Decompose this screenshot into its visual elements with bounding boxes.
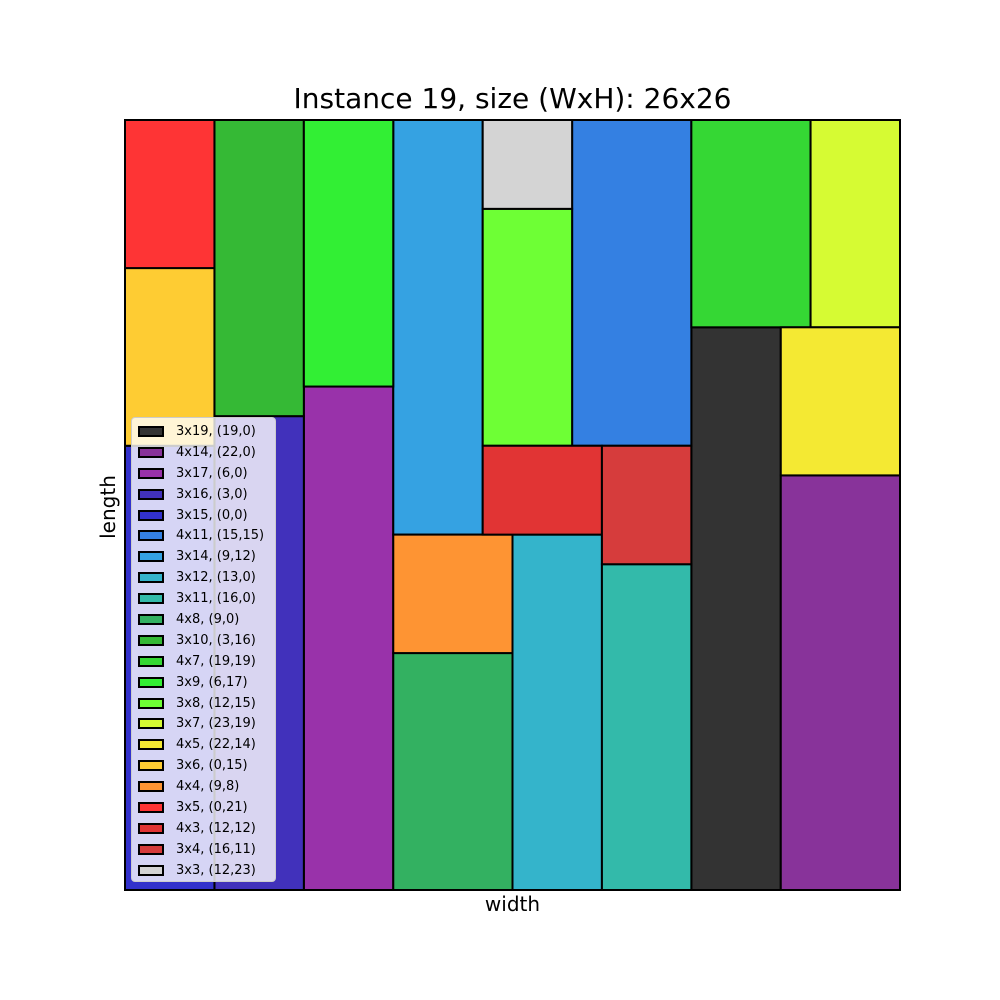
legend-item: 3x11, (16,0) xyxy=(132,588,275,609)
packed-rect-0 xyxy=(690,326,782,891)
legend-label: 4x5, (22,14) xyxy=(176,737,256,753)
legend-item: 3x14, (9,12) xyxy=(132,546,275,567)
packed-rect-5 xyxy=(571,119,693,447)
packed-rect-14 xyxy=(809,119,901,329)
legend-item: 3x8, (12,15) xyxy=(132,693,275,714)
legend-label: 3x17, (6,0) xyxy=(176,465,248,481)
packed-rect-9 xyxy=(392,652,514,891)
legend-label: 3x12, (13,0) xyxy=(176,570,256,586)
legend-item: 4x5, (22,14) xyxy=(132,734,275,755)
legend-swatch xyxy=(138,801,164,813)
legend-swatch xyxy=(138,446,164,458)
packed-rect-6 xyxy=(392,119,484,536)
packed-rect-10 xyxy=(213,119,305,418)
chart-title: Instance 19, size (WxH): 26x26 xyxy=(293,82,732,115)
legend-swatch xyxy=(138,843,164,855)
legend-swatch xyxy=(138,822,164,834)
packed-rect-21 xyxy=(481,119,574,210)
legend-item: 3x9, (6,17) xyxy=(132,672,275,693)
packed-rect-12 xyxy=(302,119,395,388)
packed-rect-18 xyxy=(124,119,216,270)
legend-swatch xyxy=(138,718,164,730)
legend-label: 3x6, (0,15) xyxy=(176,758,248,774)
legend-item: 3x12, (13,0) xyxy=(132,567,275,588)
legend-label: 4x8, (9,0) xyxy=(176,611,240,627)
legend-item: 3x19, (19,0) xyxy=(132,421,275,442)
y-axis-label: length xyxy=(96,475,120,539)
legend-label: 3x7, (23,19) xyxy=(176,716,256,732)
legend-swatch xyxy=(138,509,164,521)
legend-item: 3x16, (3,0) xyxy=(132,484,275,505)
legend-swatch xyxy=(138,697,164,709)
packed-rect-19 xyxy=(481,444,603,536)
legend-swatch xyxy=(138,634,164,646)
legend-item: 3x15, (0,0) xyxy=(132,505,275,526)
packed-rect-15 xyxy=(779,326,901,477)
legend-swatch xyxy=(138,760,164,772)
legend-label: 3x16, (3,0) xyxy=(176,486,248,502)
legend-label: 3x8, (12,15) xyxy=(176,695,256,711)
packed-rect-7 xyxy=(511,533,603,891)
legend-swatch xyxy=(138,655,164,667)
legend-label: 3x9, (6,17) xyxy=(176,674,248,690)
legend-item: 4x11, (15,15) xyxy=(132,525,275,546)
packed-rect-17 xyxy=(392,533,514,655)
legend-label: 4x7, (19,19) xyxy=(176,653,256,669)
legend-label: 3x10, (3,16) xyxy=(176,632,256,648)
legend-swatch xyxy=(138,781,164,793)
legend-label: 4x3, (12,12) xyxy=(176,820,256,836)
legend-swatch xyxy=(138,530,164,542)
legend-label: 3x4, (16,11) xyxy=(176,841,256,857)
legend-label: 3x15, (0,0) xyxy=(176,507,248,523)
legend-swatch xyxy=(138,488,164,500)
legend-label: 4x14, (22,0) xyxy=(176,444,256,460)
legend-item: 3x7, (23,19) xyxy=(132,713,275,734)
legend-label: 3x5, (0,21) xyxy=(176,799,248,815)
packed-rect-2 xyxy=(302,385,395,891)
legend-item: 4x14, (22,0) xyxy=(132,442,275,463)
legend-swatch xyxy=(138,739,164,751)
legend-item: 3x4, (16,11) xyxy=(132,839,275,860)
legend-item: 3x5, (0,21) xyxy=(132,797,275,818)
legend-label: 3x3, (12,23) xyxy=(176,862,256,878)
packed-rect-11 xyxy=(690,119,812,329)
legend-swatch xyxy=(138,551,164,563)
legend-swatch xyxy=(138,467,164,479)
plot-frame xyxy=(124,119,901,891)
legend-item: 4x7, (19,19) xyxy=(132,651,275,672)
legend: 3x19, (19,0) 4x14, (22,0) 3x17, (6,0) 3x16,… xyxy=(131,417,276,882)
legend-item: 3x6, (0,15) xyxy=(132,755,275,776)
legend-item: 3x10, (3,16) xyxy=(132,630,275,651)
legend-swatch xyxy=(138,572,164,584)
packed-rect-13 xyxy=(481,207,574,447)
legend-swatch xyxy=(138,613,164,625)
legend-swatch xyxy=(138,864,164,876)
legend-label: 4x11, (15,15) xyxy=(176,528,265,544)
legend-swatch xyxy=(138,593,164,605)
legend-item: 4x3, (12,12) xyxy=(132,818,275,839)
packed-rect-20 xyxy=(600,444,693,566)
legend-swatch xyxy=(138,676,164,688)
legend-label: 3x11, (16,0) xyxy=(176,591,256,607)
legend-item: 4x4, (9,8) xyxy=(132,776,275,797)
legend-label: 3x14, (9,12) xyxy=(176,549,256,565)
x-axis-label: width xyxy=(484,892,541,916)
legend-swatch xyxy=(138,425,164,437)
legend-item: 3x17, (6,0) xyxy=(132,463,275,484)
packed-rect-1 xyxy=(779,474,901,891)
packed-rect-8 xyxy=(600,563,693,891)
legend-label: 4x4, (9,8) xyxy=(176,779,240,795)
packed-rect-16 xyxy=(124,267,216,447)
legend-item: 3x3, (12,23) xyxy=(132,860,275,881)
legend-item: 4x8, (9,0) xyxy=(132,609,275,630)
legend-label: 3x19, (19,0) xyxy=(176,423,256,439)
